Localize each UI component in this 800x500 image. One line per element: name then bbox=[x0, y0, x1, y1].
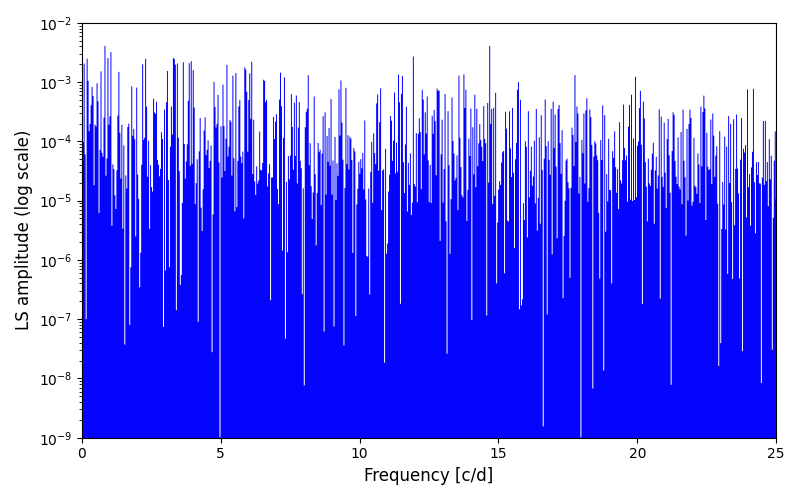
Y-axis label: LS amplitude (log scale): LS amplitude (log scale) bbox=[15, 130, 33, 330]
X-axis label: Frequency [c/d]: Frequency [c/d] bbox=[364, 467, 494, 485]
